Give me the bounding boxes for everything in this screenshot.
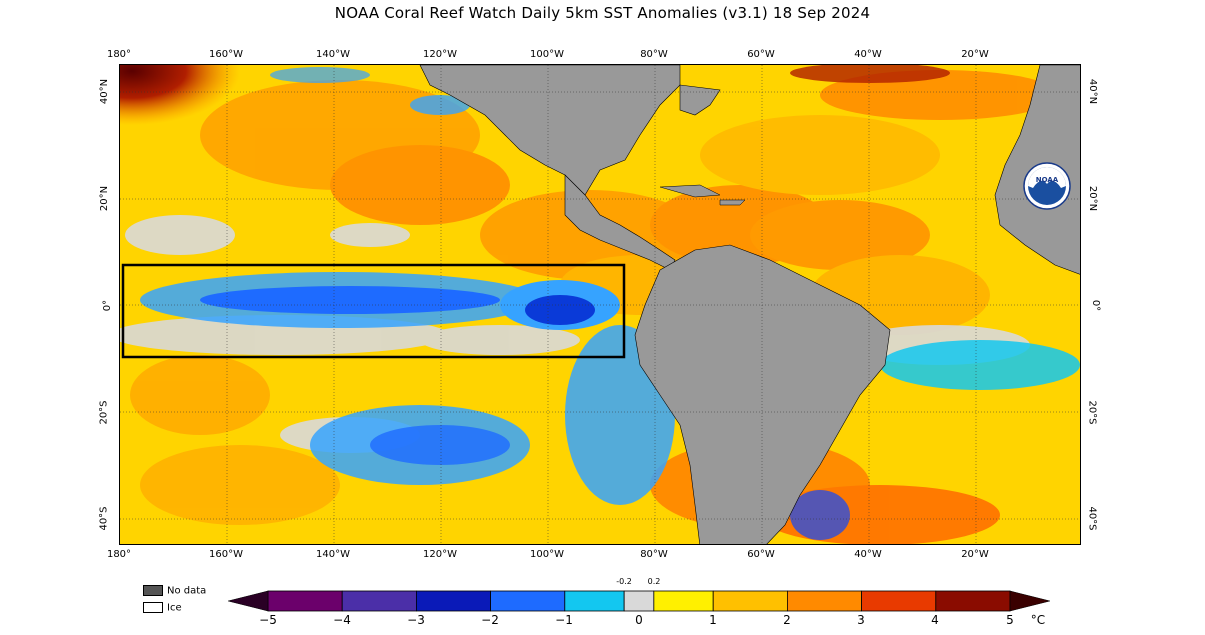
colorbar-small-tick: -0.2: [616, 577, 632, 586]
lat-label-left: 40°N: [99, 78, 111, 105]
colorbar-segment: [490, 590, 566, 612]
colorbar-tick: 4: [931, 613, 939, 627]
ice-swatch: [143, 602, 163, 613]
colorbar-tick: −2: [481, 613, 499, 627]
ice-label: Ice: [167, 602, 182, 614]
lat-label-left: 20°S: [98, 400, 110, 425]
lat-label-right: 20°N: [1087, 185, 1099, 212]
lon-label-bottom: 60°W: [747, 549, 775, 560]
graticule: [120, 65, 1080, 544]
land-south-america: [634, 244, 891, 544]
colorbar: [228, 590, 1050, 612]
lat-label-right: 20°S: [1086, 400, 1098, 425]
lat-label-left: 20°N: [99, 185, 111, 212]
colorbar-segments: [267, 590, 1011, 612]
lon-label-bottom: 120°W: [423, 549, 457, 560]
colorbar-tick: −5: [259, 613, 277, 627]
lon-label-bottom: 80°W: [640, 549, 668, 560]
colorbar-small-tick: 0.2: [647, 577, 661, 586]
lon-label-bottom: 140°W: [316, 549, 350, 560]
hotspot-ne-pacific: [120, 65, 240, 125]
colorbar-tick: −3: [407, 613, 425, 627]
cool-anomaly-areas: [140, 67, 1080, 540]
colorbar-tick: 3: [857, 613, 865, 627]
colorbar-segment: [341, 590, 417, 612]
lon-label-bottom: 100°W: [530, 549, 564, 560]
noaa-logo: NOAA: [1023, 162, 1071, 210]
nino-region-box: [121, 263, 626, 359]
colorbar-tick: 1: [709, 613, 717, 627]
lat-label-right: 0°: [1090, 299, 1102, 312]
colorbar-tick: 2: [783, 613, 791, 627]
colorbar-min-arrow: [228, 590, 269, 612]
colorbar-unit: °C: [1030, 613, 1046, 627]
no-data-swatch: [143, 585, 163, 596]
lon-label-top: 100°W: [530, 49, 564, 60]
lat-label-right: 40°S: [1086, 506, 1098, 531]
lon-label-bottom: 40°W: [854, 549, 882, 560]
colorbar-segment: [861, 590, 937, 612]
lon-label-top: 40°W: [854, 49, 882, 60]
map-canvas: [120, 65, 1080, 544]
lon-label-top: 180°: [106, 49, 132, 60]
colorbar-segment: [564, 590, 625, 612]
lon-label-top: 160°W: [209, 49, 243, 60]
colorbar-tick: −1: [555, 613, 573, 627]
legend-no-data: No data: [143, 585, 206, 597]
colorbar-tick: −4: [333, 613, 351, 627]
lon-label-top: 20°W: [961, 49, 989, 60]
svg-text:NOAA: NOAA: [1036, 176, 1059, 184]
colorbar-max-arrow: [1009, 590, 1050, 612]
lon-label-top: 120°W: [423, 49, 457, 60]
colorbar-segment: [712, 590, 788, 612]
colorbar-segment: [267, 590, 343, 612]
lon-label-top: 140°W: [316, 49, 350, 60]
colorbar-segment: [653, 590, 714, 612]
lat-label-right: 40°N: [1087, 78, 1099, 105]
lon-label-bottom: 180°: [106, 549, 132, 560]
lon-label-bottom: 160°W: [209, 549, 243, 560]
no-data-label: No data: [167, 585, 207, 597]
legend-ice: Ice: [143, 602, 182, 614]
lat-label-left: 40°S: [98, 506, 110, 531]
map-title: NOAA Coral Reef Watch Daily 5km SST Anom…: [334, 4, 871, 22]
colorbar-segment: [623, 590, 655, 612]
colorbar-tick: 5: [1006, 613, 1014, 627]
lat-label-left: 0°: [102, 299, 114, 312]
colorbar-segment: [787, 590, 863, 612]
lon-label-bottom: 20°W: [961, 549, 989, 560]
lon-label-top: 80°W: [640, 49, 668, 60]
sst-anomaly-map[interactable]: [119, 64, 1081, 545]
colorbar-segment: [415, 590, 491, 612]
colorbar-segment: [935, 590, 1011, 612]
land-caribbean-islands: [659, 184, 746, 206]
lon-label-top: 60°W: [747, 49, 775, 60]
colorbar-tick: 0: [635, 613, 643, 627]
